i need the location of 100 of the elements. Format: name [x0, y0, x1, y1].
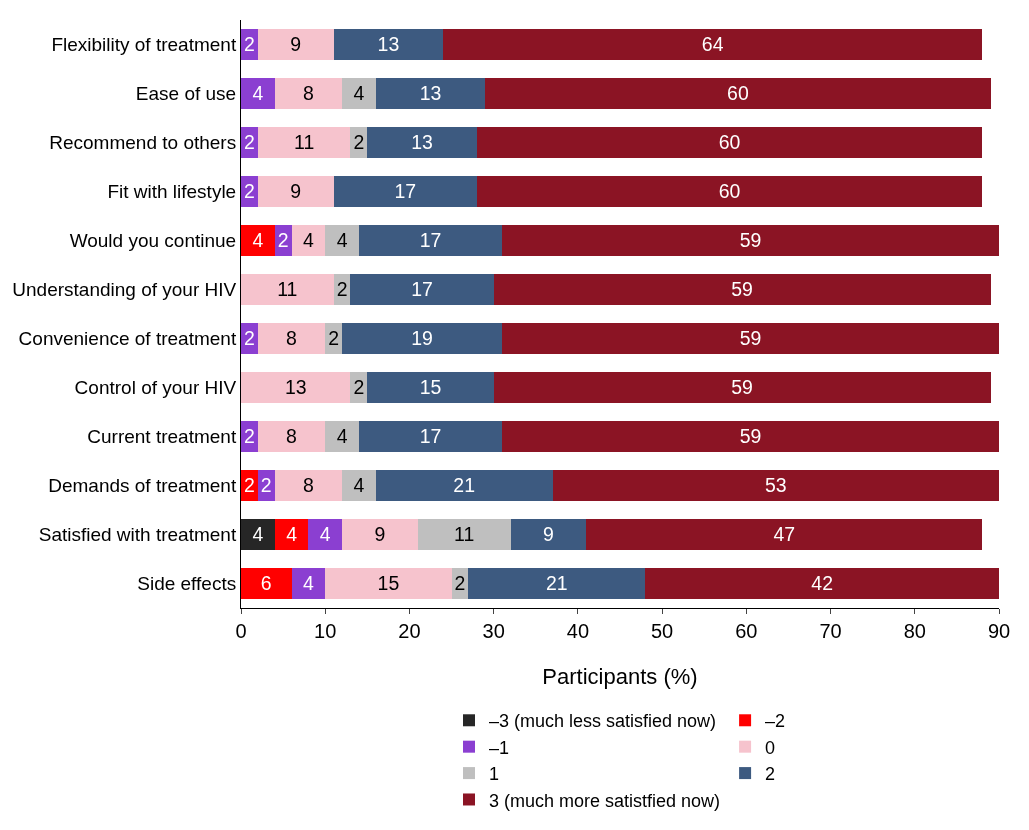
- legend-label: 2: [765, 764, 776, 785]
- bar: [257, 126, 351, 159]
- bar: [502, 224, 999, 257]
- bar: [417, 518, 511, 551]
- bar: [358, 224, 503, 257]
- data-label: 2: [244, 425, 255, 448]
- bar: [485, 77, 991, 110]
- data-label: 59: [739, 327, 762, 350]
- x-tick-label: 40: [566, 620, 590, 642]
- data-label: 4: [286, 523, 298, 546]
- bar: [257, 175, 334, 208]
- x-tick-label: 90: [987, 620, 1011, 642]
- legend-label: –1: [489, 737, 510, 758]
- data-label: 11: [294, 131, 315, 154]
- bar: [325, 224, 359, 257]
- y-tick-label: Satisfied with treatment: [38, 524, 237, 546]
- bar: [325, 420, 359, 453]
- data-label: 2: [244, 131, 255, 154]
- x-tick-label: 80: [903, 620, 926, 642]
- bar: [468, 567, 646, 600]
- data-label: 19: [411, 327, 433, 350]
- data-label: 8: [302, 474, 314, 497]
- bar: [257, 28, 334, 61]
- data-label: 15: [419, 376, 442, 399]
- bar: [552, 469, 999, 502]
- data-label: 2: [336, 278, 348, 301]
- bar: [443, 28, 983, 61]
- x-tick-label: 0: [235, 620, 247, 642]
- data-label: 17: [419, 425, 442, 448]
- data-label: 9: [374, 523, 386, 546]
- data-label: 4: [252, 82, 264, 105]
- bar: [241, 567, 292, 600]
- bar: [241, 518, 275, 551]
- bar: [367, 371, 494, 404]
- data-label: 4: [336, 425, 348, 448]
- data-label: 8: [286, 425, 297, 448]
- data-label: 53: [764, 474, 787, 497]
- bar: [308, 518, 343, 551]
- legend-label: 0: [765, 737, 776, 758]
- bar: [510, 518, 587, 551]
- data-label: 4: [353, 474, 365, 497]
- data-label: 47: [773, 523, 796, 546]
- data-label: 17: [394, 180, 417, 203]
- y-tick-label: Demands of treatment: [48, 475, 237, 497]
- bar: [241, 77, 275, 110]
- legend-label: 1: [489, 764, 500, 785]
- bar: [645, 567, 999, 600]
- data-label: 9: [290, 180, 302, 203]
- legend-label: –2: [765, 711, 786, 732]
- data-label: 13: [284, 376, 307, 399]
- data-label: 13: [411, 131, 433, 154]
- data-label: 60: [718, 131, 741, 154]
- bar: [493, 371, 991, 404]
- x-tick-label: 30: [482, 620, 505, 642]
- data-label: 2: [244, 474, 255, 497]
- data-label: 8: [302, 82, 314, 105]
- bar: [476, 175, 983, 208]
- bar: [241, 224, 275, 257]
- data-label: 2: [244, 33, 255, 56]
- data-label: 4: [336, 229, 348, 252]
- bar: [367, 126, 477, 159]
- x-tick-label: 70: [819, 620, 842, 642]
- data-label: 2: [244, 327, 255, 350]
- data-label: 59: [731, 278, 753, 301]
- data-label: 17: [419, 229, 442, 252]
- data-label: 2: [244, 180, 255, 203]
- data-label: 9: [290, 33, 302, 56]
- data-label: 2: [277, 229, 289, 252]
- data-label: 11: [454, 523, 475, 546]
- y-tick-label: Current treatment: [87, 426, 237, 448]
- bar: [274, 469, 343, 502]
- bar: [502, 322, 999, 355]
- data-label: 2: [454, 572, 466, 595]
- data-label: 59: [739, 425, 762, 448]
- data-label: 2: [353, 376, 365, 399]
- bar: [342, 77, 376, 110]
- data-label: 42: [811, 572, 833, 595]
- data-label: 21: [453, 474, 476, 497]
- bar: [333, 175, 477, 208]
- bar: [476, 126, 983, 159]
- legend-label: –3 (much less satisfied now): [489, 711, 717, 732]
- data-label: 2: [328, 327, 340, 350]
- data-label: 15: [377, 572, 400, 595]
- y-tick-label: Control of your HIV: [74, 377, 237, 399]
- bar: [342, 322, 503, 355]
- bar: [350, 273, 494, 306]
- data-label: 2: [353, 131, 365, 154]
- y-tick-label: Flexibility of treatment: [51, 34, 237, 56]
- x-tick-label: 20: [398, 620, 421, 642]
- legend-label: 3 (much more satistfied now): [489, 790, 721, 811]
- x-tick-label: 50: [650, 620, 674, 642]
- data-label: 13: [419, 82, 442, 105]
- x-tick-label: 60: [735, 620, 758, 642]
- y-tick-label: Would you continue: [69, 230, 237, 252]
- data-label: 6: [260, 572, 272, 595]
- bar: [502, 420, 999, 453]
- y-tick-label: Side effects: [137, 573, 237, 595]
- bar: [342, 518, 418, 551]
- data-label: 60: [727, 82, 749, 105]
- bar: [241, 371, 351, 404]
